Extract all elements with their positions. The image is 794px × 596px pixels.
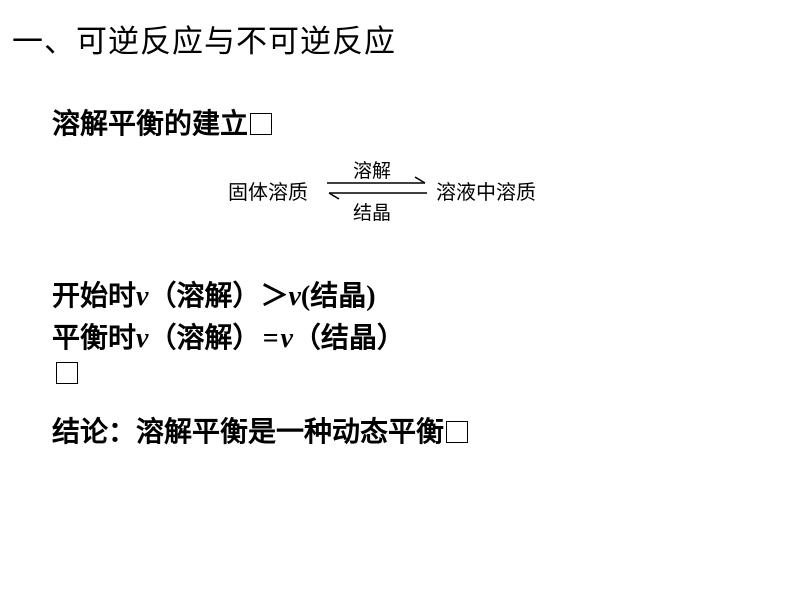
placeholder-box-icon <box>56 362 78 384</box>
start-operator: ＞ <box>260 281 288 312</box>
start-lhs: （溶解） <box>148 281 260 312</box>
eq-right-label: 溶液中溶质 <box>436 176 536 205</box>
eq-prefix: 平衡时 <box>52 323 136 354</box>
eq-left-label: 固体溶质 <box>228 176 308 205</box>
conclusion-label: 结论： <box>52 417 136 448</box>
section-heading: 一、可逆反应与不可逆反应 <box>12 16 396 61</box>
placeholder-box-line <box>56 362 78 389</box>
slide-page: 一、可逆反应与不可逆反应 溶解平衡的建立 固体溶质 溶解 结晶 溶液中溶质 开始… <box>0 0 794 596</box>
equilibrium-diagram: 固体溶质 溶解 结晶 溶液中溶质 <box>228 158 588 218</box>
start-rhs: (结晶) <box>301 281 376 312</box>
eq-rhs: （结晶） <box>293 323 405 354</box>
eq-lhs: （溶解） <box>148 323 260 354</box>
placeholder-box-icon <box>446 421 468 443</box>
placeholder-box-icon <box>250 113 272 135</box>
rate-equilibrium-line: 平衡时v（溶解）=v（结晶） <box>52 316 405 356</box>
equilibrium-arrows-icon <box>325 176 431 200</box>
rate-start-line: 开始时v（溶解）＞v(结晶) <box>52 274 376 314</box>
eq-operator: = <box>260 323 280 354</box>
v-symbol: v <box>288 281 300 312</box>
subtitle-line: 溶解平衡的建立 <box>52 102 272 142</box>
conclusion-line: 结论：溶解平衡是一种动态平衡 <box>52 410 468 450</box>
start-prefix: 开始时 <box>52 281 136 312</box>
v-symbol: v <box>136 281 148 312</box>
subtitle-text: 溶解平衡的建立 <box>52 109 248 140</box>
v-symbol: v <box>280 323 292 354</box>
v-symbol: v <box>136 323 148 354</box>
eq-bottom-label: 结晶 <box>353 198 391 225</box>
conclusion-text: 溶解平衡是一种动态平衡 <box>136 417 444 448</box>
